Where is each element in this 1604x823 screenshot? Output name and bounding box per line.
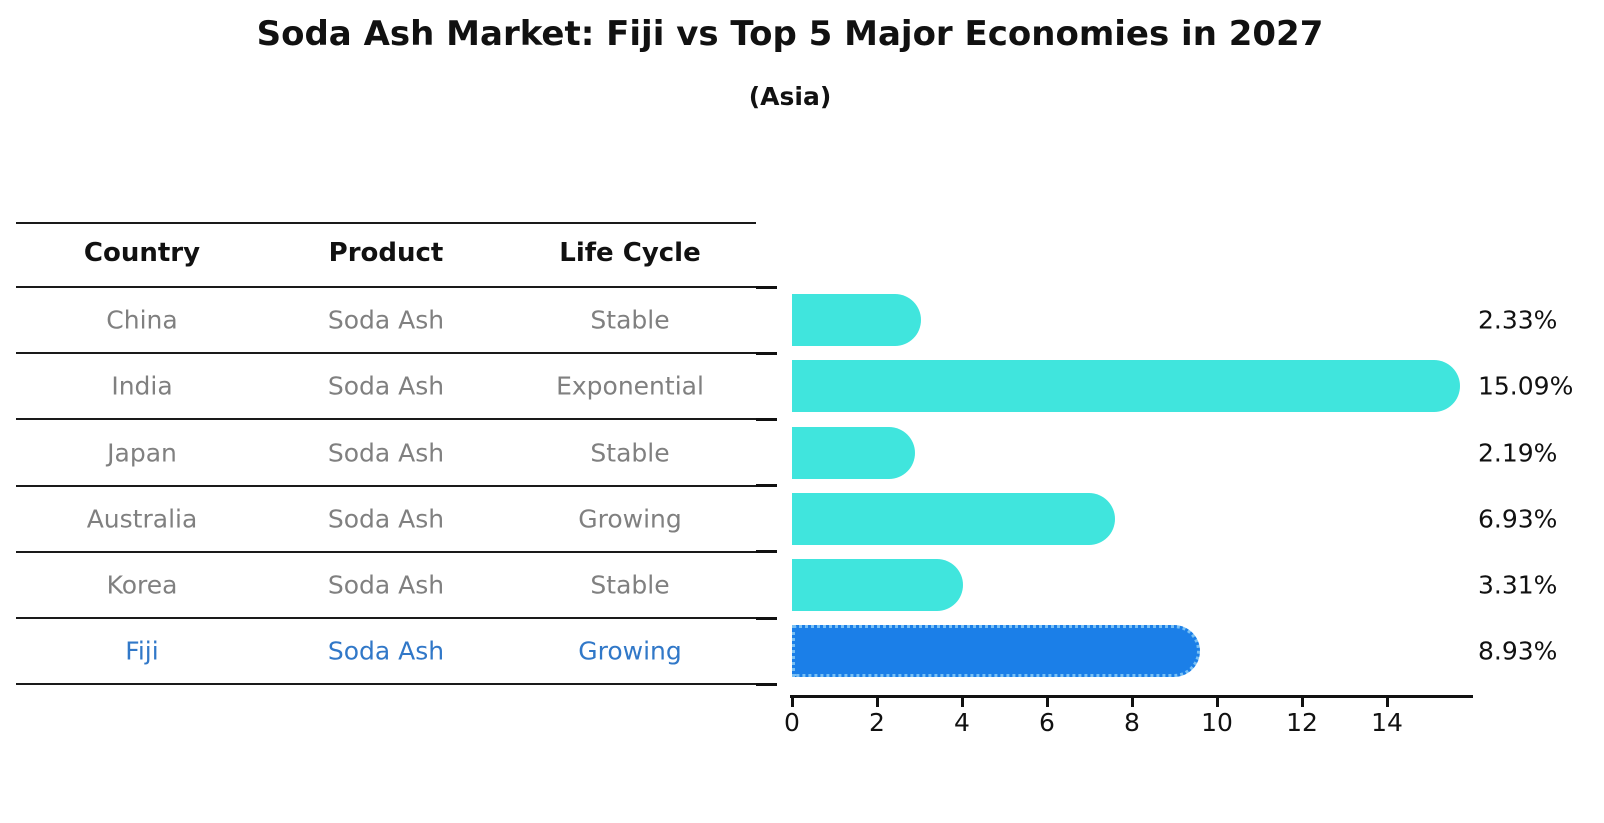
bar-value-label: 8.93% [1478, 636, 1558, 666]
y-tick-mark [756, 285, 777, 289]
chart-subtitle: (Asia) [748, 82, 832, 111]
y-tick-mark [756, 417, 777, 421]
bar-value-label: 6.93% [1478, 504, 1558, 534]
table-rule [16, 286, 756, 288]
table-rule [16, 222, 756, 224]
table-cell-life_cycle-india: Exponential [556, 371, 704, 401]
table-cell-country-australia: Australia [86, 504, 198, 534]
x-axis-tick-label: 14 [1371, 708, 1403, 737]
table-cell-country-japan: Japan [107, 438, 177, 467]
x-axis-tick-mark [1130, 695, 1134, 707]
table-cell-life_cycle-japan: Stable [590, 438, 670, 467]
x-axis-tick-label: 0 [784, 708, 800, 737]
bar-value-label: 2.19% [1478, 438, 1558, 467]
bar-value-label: 2.33% [1478, 305, 1558, 335]
table-rule [16, 683, 756, 686]
y-tick-mark [756, 550, 777, 554]
y-tick-mark [756, 351, 777, 355]
table-cell-country-korea: Korea [106, 570, 178, 600]
y-tick-mark [756, 682, 777, 686]
bar-china [792, 294, 922, 347]
table-rule [16, 550, 756, 553]
table-cell-life_cycle-korea: Stable [590, 570, 670, 600]
x-axis-tick-mark [1385, 695, 1389, 707]
x-axis-tick-label: 6 [1039, 708, 1055, 737]
x-axis-tick-mark [790, 695, 794, 707]
table-rule [16, 418, 756, 421]
table-header-life-cycle: Life Cycle [559, 238, 701, 268]
table-rule [16, 484, 756, 487]
x-axis-tick-label: 4 [954, 708, 970, 737]
x-axis-tick-mark [875, 695, 879, 707]
bar-value-label: 3.31% [1478, 570, 1558, 600]
table-cell-life_cycle-fiji: Growing [578, 636, 682, 666]
y-tick-mark [756, 616, 777, 620]
bar-japan [792, 426, 916, 479]
table-cell-product-china: Soda Ash [327, 305, 445, 335]
bar-korea [792, 558, 963, 611]
x-axis-tick-label: 12 [1286, 708, 1318, 737]
table-cell-product-korea: Soda Ash [327, 570, 445, 600]
table-cell-life_cycle-australia: Growing [578, 504, 682, 534]
table-cell-country-india: India [111, 371, 173, 401]
table-cell-life_cycle-china: Stable [590, 305, 670, 335]
x-axis-tick-mark [1215, 695, 1219, 707]
bar-value-label: 15.09% [1478, 371, 1574, 401]
table-rule [16, 352, 756, 355]
x-axis-tick-mark [1300, 695, 1304, 707]
table-cell-country-fiji: Fiji [125, 636, 159, 666]
x-axis-tick-label: 2 [869, 708, 885, 737]
table-cell-product-japan: Soda Ash [327, 438, 445, 467]
table-cell-country-china: China [106, 305, 178, 335]
bar-fiji-highlight [792, 625, 1200, 678]
x-axis-tick-mark [960, 695, 964, 707]
chart-title: Soda Ash Market: Fiji vs Top 5 Major Eco… [256, 14, 1324, 54]
table-cell-product-india: Soda Ash [327, 371, 445, 401]
table-cell-product-fiji: Soda Ash [327, 636, 445, 666]
x-axis-tick-mark [1045, 695, 1049, 707]
table-cell-product-australia: Soda Ash [327, 504, 445, 534]
x-axis-tick-label: 10 [1201, 708, 1233, 737]
table-header-country: Country [83, 238, 201, 268]
bar-australia [792, 492, 1116, 545]
x-axis-tick-label: 8 [1124, 708, 1140, 737]
y-tick-mark [756, 484, 777, 488]
table-header-product: Product [328, 238, 444, 268]
table-rule [16, 617, 756, 619]
bar-india [792, 360, 1460, 413]
